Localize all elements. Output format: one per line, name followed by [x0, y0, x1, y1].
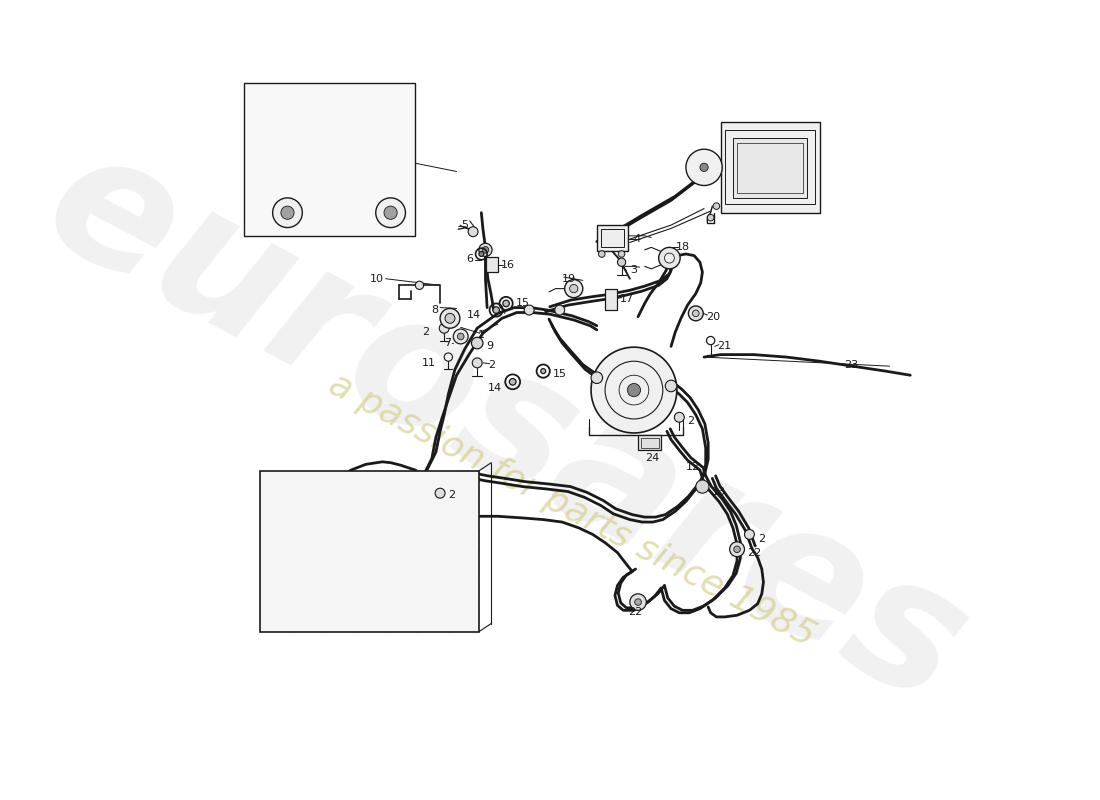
Circle shape [525, 305, 535, 315]
Circle shape [591, 372, 603, 383]
Circle shape [598, 250, 605, 258]
Text: 10: 10 [370, 274, 384, 284]
Circle shape [564, 279, 583, 298]
Circle shape [472, 338, 483, 349]
Text: 23: 23 [845, 360, 858, 370]
Text: 18: 18 [676, 242, 690, 252]
Circle shape [273, 198, 303, 227]
Circle shape [689, 306, 703, 321]
Circle shape [376, 198, 406, 227]
Bar [725, 130, 815, 205]
Circle shape [664, 253, 674, 263]
Circle shape [693, 310, 700, 317]
Text: 8: 8 [431, 305, 439, 315]
Text: 2: 2 [688, 415, 695, 426]
Circle shape [384, 206, 397, 219]
Circle shape [617, 258, 626, 266]
Circle shape [458, 333, 464, 340]
Circle shape [469, 226, 478, 237]
Circle shape [472, 358, 482, 368]
Text: 2: 2 [758, 534, 764, 543]
Bar [638, 435, 661, 450]
Circle shape [734, 546, 740, 553]
Circle shape [630, 594, 647, 610]
Text: 24: 24 [645, 453, 659, 462]
Text: a passion for parts since 1985: a passion for parts since 1985 [323, 366, 821, 653]
Text: 15: 15 [553, 369, 568, 378]
Circle shape [503, 300, 509, 306]
Text: 2: 2 [488, 360, 495, 370]
Circle shape [659, 247, 680, 269]
Circle shape [554, 305, 564, 315]
Circle shape [541, 369, 546, 374]
Circle shape [707, 214, 714, 221]
Circle shape [478, 243, 492, 257]
Bar [733, 138, 807, 198]
Bar [640, 438, 659, 448]
Circle shape [627, 383, 640, 397]
Circle shape [635, 598, 641, 606]
Text: 17: 17 [620, 294, 634, 304]
Text: 5: 5 [461, 220, 468, 230]
Circle shape [453, 329, 469, 344]
Text: 7: 7 [444, 338, 452, 348]
Polygon shape [338, 145, 366, 169]
Text: 4: 4 [634, 234, 640, 244]
Text: 6: 6 [466, 254, 473, 264]
Circle shape [591, 347, 676, 433]
Text: 14: 14 [468, 310, 482, 320]
Text: 22: 22 [628, 607, 642, 617]
Bar [597, 225, 628, 251]
Circle shape [570, 285, 578, 293]
Text: 15: 15 [516, 298, 530, 309]
Polygon shape [367, 142, 384, 165]
Text: 2: 2 [449, 490, 455, 500]
Text: eurosares: eurosares [18, 112, 994, 742]
Circle shape [674, 412, 684, 422]
Circle shape [729, 542, 745, 557]
Circle shape [700, 163, 708, 171]
Polygon shape [327, 162, 337, 170]
Circle shape [280, 206, 294, 219]
Bar [261, 471, 478, 632]
Bar [486, 258, 498, 272]
Text: 20: 20 [706, 312, 719, 322]
Bar [720, 122, 820, 213]
Circle shape [478, 251, 484, 257]
Bar [737, 143, 803, 193]
Circle shape [493, 306, 499, 314]
Circle shape [509, 378, 516, 385]
Circle shape [416, 281, 424, 290]
Circle shape [696, 480, 710, 493]
Circle shape [482, 246, 488, 253]
Text: 21: 21 [717, 342, 732, 351]
Text: 2: 2 [422, 327, 429, 338]
Text: 13: 13 [713, 486, 726, 497]
Circle shape [618, 250, 625, 258]
Text: 3: 3 [630, 266, 637, 275]
Text: 22: 22 [747, 547, 761, 558]
Circle shape [745, 530, 755, 539]
Text: 11: 11 [422, 358, 436, 368]
Circle shape [436, 488, 446, 498]
Bar [605, 289, 617, 310]
Circle shape [440, 309, 460, 328]
Circle shape [446, 314, 455, 323]
Bar [244, 83, 416, 236]
Circle shape [713, 203, 719, 210]
Circle shape [666, 380, 676, 392]
Circle shape [686, 150, 723, 186]
Text: 12: 12 [686, 462, 700, 472]
Text: 14: 14 [487, 383, 502, 394]
Text: 9: 9 [486, 342, 494, 351]
Circle shape [439, 323, 449, 333]
Text: 16: 16 [502, 260, 515, 270]
Text: 1: 1 [478, 330, 485, 340]
Text: 19: 19 [562, 274, 576, 284]
Bar [601, 230, 624, 247]
